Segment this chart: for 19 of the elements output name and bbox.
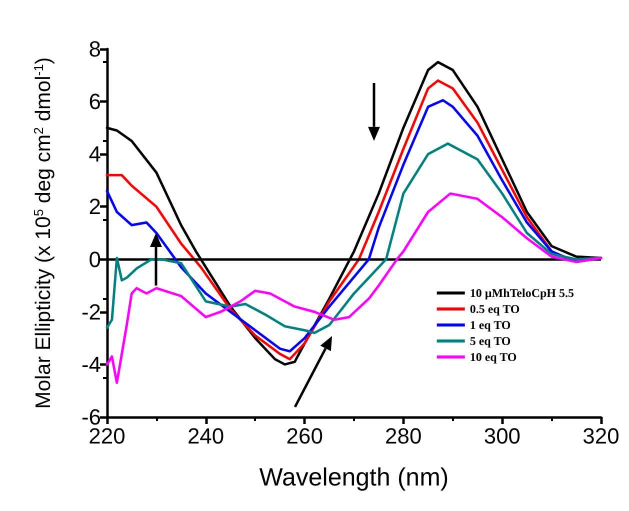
y-tick-label: 8: [88, 36, 101, 62]
x-tick-label: 240: [187, 424, 224, 448]
y-axis-title: Molar Ellipticity (x 105 deg cm2 dmol-1): [31, 57, 55, 409]
legend-label: 10 µMhTeloCpH 5.5: [470, 286, 574, 300]
y-tick-label: -4: [81, 352, 101, 377]
x-tick-label: 280: [385, 424, 422, 448]
x-tick-label: 300: [484, 424, 521, 448]
x-tick-label: 320: [582, 424, 620, 448]
x-axis-title: Wavelength (nm): [259, 464, 449, 492]
y-tick-label: 2: [88, 194, 101, 220]
y-tick-label: 0: [88, 246, 101, 272]
x-tick-label: 260: [286, 424, 323, 448]
y-tick-label: 4: [88, 142, 101, 167]
y-tick-label: 6: [88, 89, 101, 114]
legend-label: 0.5 eq TO: [470, 302, 520, 316]
y-tick-label: -2: [81, 299, 101, 324]
legend-label: 10 eq TO: [470, 350, 517, 364]
legend-label: 5 eq TO: [470, 334, 511, 348]
legend-label: 1 eq TO: [470, 318, 511, 332]
